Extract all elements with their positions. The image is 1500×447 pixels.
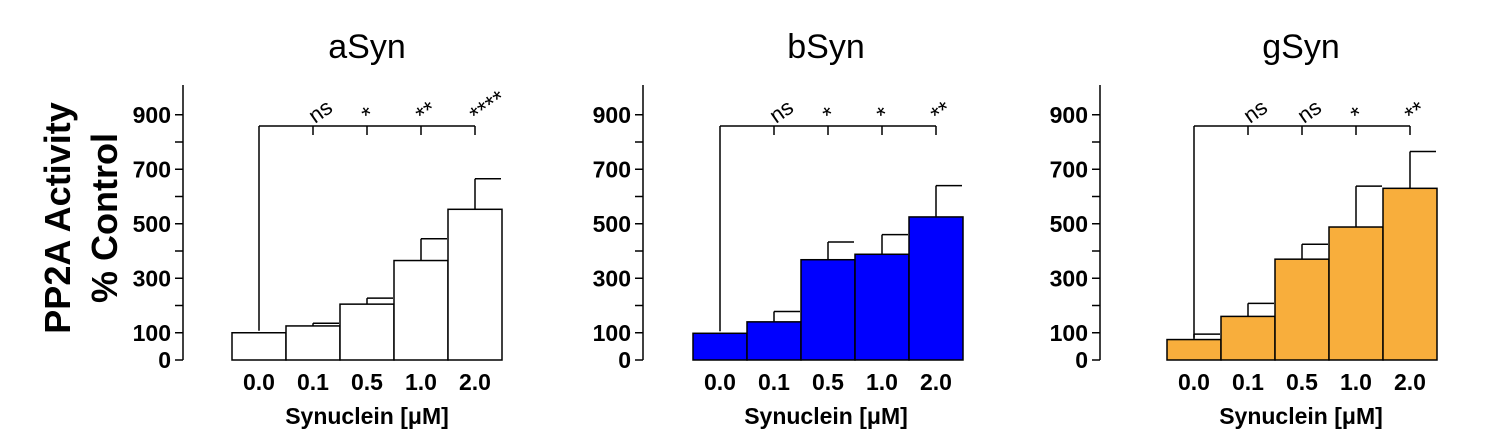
- chart-gsyn-x-tick-label: 0.5: [1286, 369, 1318, 395]
- chart-asyn-x-tick-label: 0.0: [243, 369, 275, 395]
- chart-bsyn-x-tick-label: 0.0: [704, 369, 736, 395]
- chart-bsyn-bar: [800, 258, 856, 361]
- chart-asyn-significance-label: ns: [304, 94, 337, 128]
- y-axis-label-line2: % Control: [84, 133, 125, 303]
- chart-bsyn-x-tick-label: 0.1: [758, 369, 790, 395]
- chart-gsyn-y-tick-label: 500: [1050, 211, 1088, 237]
- chart-asyn-x-tick-label: 0.5: [351, 369, 383, 395]
- chart-gsyn-significance-label: ns: [1239, 94, 1272, 128]
- chart-gsyn-title: gSyn: [1262, 28, 1340, 66]
- chart-asyn-bar: [285, 325, 341, 361]
- chart-gsyn-y-tick-label: 900: [1050, 102, 1088, 128]
- chart-gsyn-y-tick-label: 700: [1050, 156, 1088, 182]
- chart-bsyn-x-tick-label: 1.0: [866, 369, 898, 395]
- chart-bsyn-y-tick-label: 500: [593, 211, 631, 237]
- chart-bsyn-bar: [908, 216, 964, 361]
- chart-asyn-significance-label: ****: [465, 85, 511, 129]
- chart-asyn-bar: [231, 332, 287, 361]
- chart-asyn-x-axis-label: Synuclein [μM]: [285, 403, 449, 429]
- chart-bsyn-significance-label: **: [926, 96, 957, 129]
- chart-bsyn-bar: [746, 321, 802, 361]
- chart-bsyn-x-tick-label: 2.0: [920, 369, 952, 395]
- chart-bsyn-title: bSyn: [787, 28, 865, 66]
- chart-gsyn-significance-label: **: [1400, 96, 1431, 129]
- chart-asyn-bar: [447, 208, 503, 361]
- chart-asyn-title: aSyn: [328, 28, 406, 66]
- chart-gsyn-x-axis-label: Synuclein [μM]: [1219, 403, 1383, 429]
- chart-bsyn-y-tick-label: 700: [593, 156, 631, 182]
- chart-gsyn-bar: [1274, 258, 1330, 361]
- chart-gsyn-bar: [1328, 226, 1384, 361]
- chart-gsyn-x-tick-label: 0.1: [1232, 369, 1264, 395]
- chart-gsyn-significance-label: *: [1346, 101, 1369, 128]
- chart-gsyn-y-tick-label: 0: [1075, 347, 1088, 373]
- chart-gsyn-bar: [1166, 338, 1222, 361]
- chart-gsyn-x-tick-label: 1.0: [1340, 369, 1372, 395]
- chart-bsyn-bar: [692, 332, 748, 361]
- chart-bsyn-x-axis-label: Synuclein [μM]: [744, 403, 908, 429]
- chart-gsyn-significance-label: ns: [1293, 94, 1326, 128]
- chart-bsyn-significance-label: *: [872, 101, 895, 128]
- chart-bsyn-y-tick-label: 300: [593, 265, 631, 291]
- chart-gsyn-y-tick-label: 300: [1050, 265, 1088, 291]
- chart-bsyn-x-tick-label: 0.5: [812, 369, 844, 395]
- chart-asyn-x-tick-label: 1.0: [405, 369, 437, 395]
- chart-asyn-bar: [393, 259, 449, 361]
- chart-asyn-y-tick-label: 0: [158, 347, 171, 373]
- y-axis-label-line1: PP2A Activity: [37, 102, 78, 333]
- chart-bsyn-y-tick-label: 900: [593, 102, 631, 128]
- chart-bsyn-y-tick-label: 0: [618, 347, 631, 373]
- chart-asyn-bar: [339, 303, 395, 361]
- chart-bsyn-significance-label: ns: [765, 94, 798, 128]
- chart-asyn-y-tick-label: 100: [133, 320, 171, 346]
- chart-asyn-y-tick-label: 700: [133, 156, 171, 182]
- chart-bsyn-significance-label: *: [818, 101, 841, 128]
- chart-gsyn-x-tick-label: 0.0: [1178, 369, 1210, 395]
- chart-asyn-x-tick-label: 2.0: [459, 369, 491, 395]
- chart-asyn-y-tick-label: 300: [133, 265, 171, 291]
- chart-gsyn-bar: [1382, 187, 1438, 361]
- chart-asyn-significance-label: **: [411, 96, 442, 129]
- chart-bsyn-bar: [854, 253, 910, 361]
- chart-gsyn-y-tick-label: 100: [1050, 320, 1088, 346]
- chart-gsyn-bar: [1220, 315, 1276, 361]
- chart-asyn-significance-label: *: [357, 101, 380, 128]
- chart-asyn-x-tick-label: 0.1: [297, 369, 329, 395]
- chart-asyn-y-tick-label: 500: [133, 211, 171, 237]
- chart-bsyn-y-tick-label: 100: [593, 320, 631, 346]
- chart-asyn-y-tick-label: 900: [133, 102, 171, 128]
- chart-gsyn-x-tick-label: 2.0: [1394, 369, 1426, 395]
